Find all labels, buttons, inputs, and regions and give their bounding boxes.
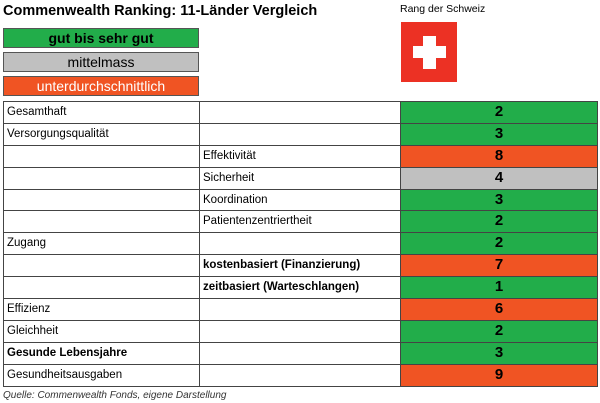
table-row: Versorgungsqualität 3: [4, 123, 598, 146]
category-cell: Effizienz: [4, 299, 200, 321]
category-cell: [4, 211, 200, 234]
table-row: kostenbasiert (Finanzierung) 7: [4, 255, 598, 278]
table-row: Effizienz 6: [4, 299, 598, 321]
legend-poor: unterdurchschnittlich: [3, 76, 199, 96]
subcategory-cell: [200, 320, 401, 343]
subcategory-cell: zeitbasiert (Warteschlangen): [200, 277, 401, 300]
legend-good-label: gut bis sehr gut: [48, 30, 154, 46]
category-cell: Versorgungsqualität: [4, 123, 200, 146]
swiss-flag-icon: [401, 22, 457, 82]
category-cell: Gleichheit: [4, 320, 200, 343]
category-cell: Gesamthaft: [4, 102, 200, 124]
category-cell: Zugang: [4, 233, 200, 256]
category-cell: Gesundheitsausgaben: [4, 364, 200, 387]
category-cell: Gesunde Lebensjahre: [4, 342, 200, 365]
subcategory-cell: [200, 299, 401, 321]
table-row: Gesamthaft 2: [4, 102, 598, 124]
subcategory-cell: [200, 233, 401, 256]
subcategory-cell: [200, 342, 401, 365]
table-row: Gleichheit 2: [4, 320, 598, 343]
category-cell: [4, 167, 200, 190]
category-cell: [4, 145, 200, 168]
subcategory-cell: Effektivität: [200, 145, 401, 168]
legend-medium-label: mittelmass: [67, 54, 135, 70]
subcategory-cell: [200, 102, 401, 124]
category-cell: [4, 255, 200, 278]
category-cell: [4, 277, 200, 300]
page-title: Commenwealth Ranking: 11-Länder Vergleic…: [3, 3, 318, 19]
legend-good: gut bis sehr gut: [3, 28, 199, 48]
table-row: Sicherheit 4: [4, 167, 598, 190]
table-row: Effektivität 8: [4, 145, 598, 168]
ranking-table: Gesamthaft 2 Versorgungsqualität 3 Effektivi…: [3, 101, 598, 387]
rank-cell: 9: [401, 364, 598, 387]
rank-cell: 1: [401, 277, 598, 300]
table-row: Zugang 2: [4, 233, 598, 256]
subcategory-cell: [200, 364, 401, 387]
rank-cell: 3: [401, 123, 598, 146]
source-note: Quelle: Commenwealth Fonds, eigene Darst…: [3, 390, 227, 401]
table-row: Patientenzentriertheit 2: [4, 211, 598, 234]
rank-cell: 7: [401, 255, 598, 278]
rank-cell: 2: [401, 211, 598, 234]
subcategory-cell: Koordination: [200, 189, 401, 212]
rank-cell: 2: [401, 320, 598, 343]
category-cell: [4, 189, 200, 212]
rank-cell: 3: [401, 189, 598, 212]
rank-cell: 8: [401, 145, 598, 168]
legend-poor-label: unterdurchschnittlich: [36, 78, 166, 94]
rank-header: Rang der Schweiz: [400, 3, 486, 15]
subcategory-cell: Sicherheit: [200, 167, 401, 190]
table-row: Koordination 3: [4, 189, 598, 212]
rank-cell: 6: [401, 299, 598, 321]
table-row: Gesundheitsausgaben 9: [4, 364, 598, 387]
rank-cell: 2: [401, 102, 598, 124]
table-row: zeitbasiert (Warteschlangen) 1: [4, 277, 598, 300]
table-row: Gesunde Lebensjahre 3: [4, 342, 598, 365]
legend-medium: mittelmass: [3, 52, 199, 72]
rank-cell: 3: [401, 342, 598, 365]
subcategory-cell: kostenbasiert (Finanzierung): [200, 255, 401, 278]
rank-cell: 4: [401, 167, 598, 190]
rank-cell: 2: [401, 233, 598, 256]
subcategory-cell: Patientenzentriertheit: [200, 211, 401, 234]
subcategory-cell: [200, 123, 401, 146]
